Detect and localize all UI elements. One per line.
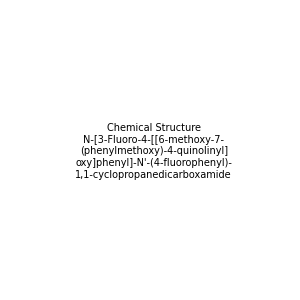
Text: Chemical Structure
N-[3-Fluoro-4-[[6-methoxy-7-
(phenylmethoxy)-4-quinolinyl]
ox: Chemical Structure N-[3-Fluoro-4-[[6-met…	[75, 123, 232, 180]
